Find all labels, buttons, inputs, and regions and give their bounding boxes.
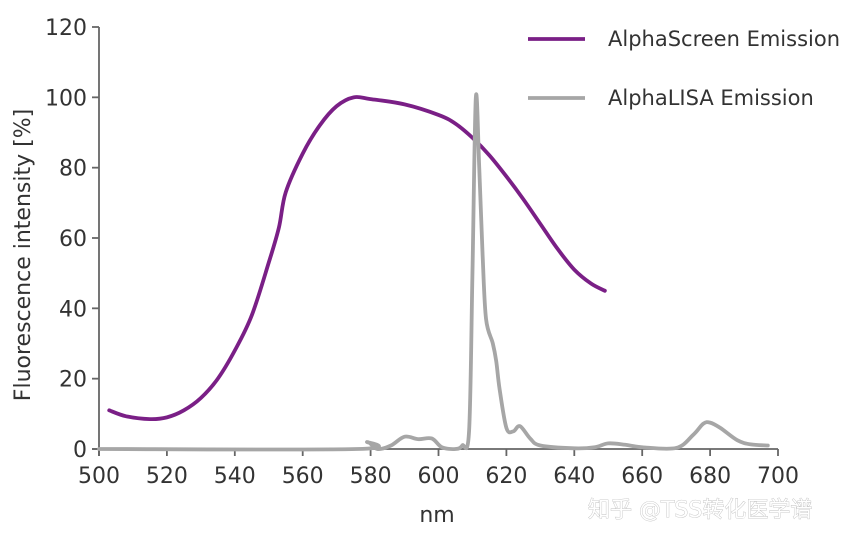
x-tick-label: 540 (214, 464, 256, 489)
y-tick-label: 100 (45, 86, 87, 111)
watermark-text: 知乎 @TSS转化医学谱 (588, 498, 812, 523)
series-layer (97, 92, 770, 452)
x-tick-label: 620 (485, 464, 527, 489)
x-tick-label: 560 (282, 464, 324, 489)
alphascreen-emission-line (107, 95, 607, 422)
x-tick-label: 600 (418, 464, 460, 489)
legend-label-alphalisa: AlphaLISA Emission (608, 86, 814, 110)
y-tick-label: 120 (45, 16, 87, 41)
x-tick-label: 500 (78, 464, 120, 489)
y-tick-label: 40 (59, 297, 87, 322)
legend: AlphaScreen Emission AlphaLISA Emission (528, 27, 840, 110)
y-tick-label: 20 (59, 368, 87, 393)
x-tick-label: 700 (757, 464, 799, 489)
axes: 500 520 540 560 580 600 620 640 660 680 700 0 20 40 60… (45, 16, 799, 489)
y-tick-label: 80 (59, 157, 87, 182)
x-axis-title: nm (419, 503, 454, 528)
x-tick-label: 640 (553, 464, 595, 489)
y-tick-label: 0 (73, 438, 87, 463)
legend-label-alphascreen: AlphaScreen Emission (608, 27, 840, 51)
x-tick-label: 580 (350, 464, 392, 489)
y-tick-label: 60 (59, 227, 87, 252)
x-tick-label: 520 (146, 464, 188, 489)
x-tick-label: 660 (621, 464, 663, 489)
y-axis-title: Fluorescence intensity [%] (11, 109, 36, 401)
x-tick-label: 680 (689, 464, 731, 489)
alphalisa-emission-line (97, 92, 770, 452)
